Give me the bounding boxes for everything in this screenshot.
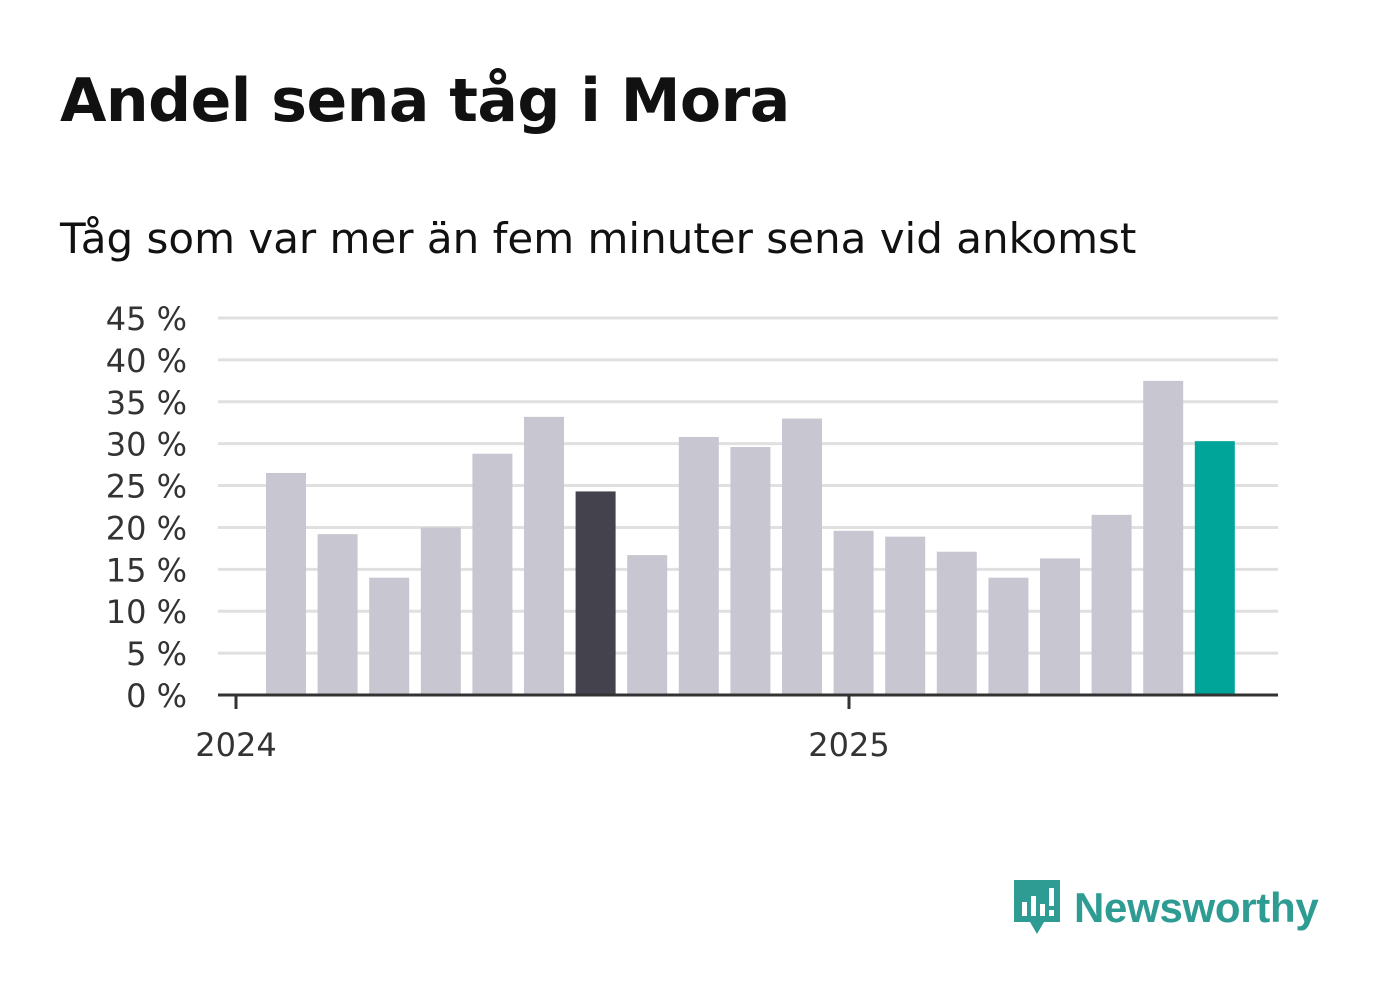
y-tick-label: 20 % — [106, 509, 187, 547]
bar — [369, 577, 410, 695]
newsworthy-logo: Newsworthy — [1010, 876, 1319, 940]
bar — [885, 536, 926, 695]
bar — [317, 534, 358, 695]
bar — [420, 527, 461, 695]
y-tick-label: 25 % — [106, 468, 187, 506]
y-tick-label: 35 % — [106, 384, 187, 422]
bar — [472, 453, 513, 695]
bar — [1194, 441, 1235, 695]
y-tick-label: 30 % — [106, 426, 187, 464]
bar — [833, 530, 874, 695]
y-tick-label: 5 % — [126, 635, 187, 673]
bar — [627, 555, 668, 695]
bar — [575, 491, 616, 695]
chart-title: Andel sena tåg i Mora — [60, 66, 790, 136]
bar — [524, 416, 564, 695]
chart-subtitle: Tåg som var mer än fem minuter sena vid … — [60, 214, 1137, 263]
bar — [782, 418, 822, 695]
bar — [1143, 380, 1184, 695]
y-axis-ticks: 0 % 5 % 10 % 15 % 20 %25 % 30 % 35 % 40 % 45 % — [106, 300, 187, 715]
bar — [936, 551, 977, 695]
bar — [1091, 514, 1132, 695]
y-tick-label: 0 % — [126, 677, 187, 715]
bar — [266, 472, 306, 695]
bar — [678, 436, 719, 695]
y-tick-label: 10 % — [106, 593, 187, 631]
bar — [730, 447, 771, 695]
y-tick-label: 15 % — [106, 551, 187, 589]
y-tick-label: 40 % — [106, 342, 187, 380]
x-axis-ticks: 2024 2025 — [195, 695, 890, 764]
bars — [266, 380, 1235, 695]
y-tick-label: 45 % — [106, 300, 187, 338]
x-tick-label: 2025 — [808, 726, 889, 764]
bar — [988, 577, 1029, 695]
bar — [1040, 558, 1080, 695]
brand-name: Newsworthy — [1074, 884, 1319, 931]
x-tick-label: 2024 — [195, 726, 276, 764]
newsworthy-logo-icon — [1014, 880, 1060, 934]
